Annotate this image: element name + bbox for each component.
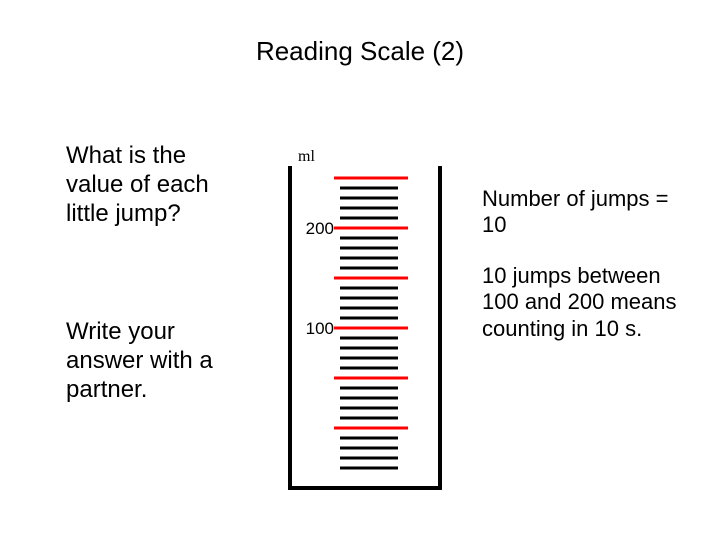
page-title: Reading Scale (2) bbox=[0, 36, 720, 67]
answer-2: 10 jumps between 100 and 200 means count… bbox=[482, 263, 692, 342]
tick-label-100: 100 bbox=[284, 319, 334, 339]
unit-label: ml bbox=[298, 148, 315, 166]
question-2: Write your answer with a partner. bbox=[66, 318, 236, 404]
scale-diagram: ml 200 100 bbox=[280, 158, 450, 508]
left-column: What is the value of each little jump? W… bbox=[66, 142, 236, 405]
slide: Reading Scale (2) What is the value of e… bbox=[0, 0, 720, 540]
answer-1: Number of jumps = 10 bbox=[482, 186, 692, 239]
tick-label-200: 200 bbox=[284, 219, 334, 239]
right-column: Number of jumps = 10 10 jumps between 10… bbox=[482, 186, 692, 342]
question-1: What is the value of each little jump? bbox=[66, 142, 236, 228]
